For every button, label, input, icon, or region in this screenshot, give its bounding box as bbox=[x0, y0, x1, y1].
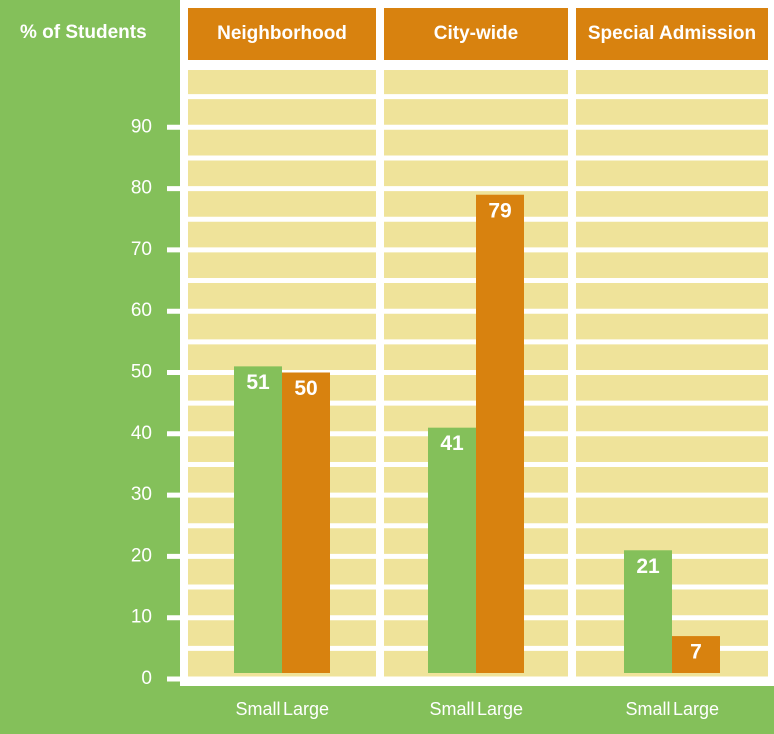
value-label: 21 bbox=[636, 555, 660, 578]
value-label: 7 bbox=[690, 641, 702, 664]
y-tick-label: 20 bbox=[131, 545, 152, 566]
value-label: 51 bbox=[246, 371, 270, 394]
y-axis-title: % of Students bbox=[20, 22, 147, 43]
y-tick-label: 70 bbox=[131, 239, 152, 260]
y-tick-label: 80 bbox=[131, 178, 152, 199]
bar bbox=[476, 194, 524, 674]
column-header: Neighborhood bbox=[217, 23, 347, 44]
legend-label: Large bbox=[673, 699, 719, 719]
bar bbox=[282, 372, 330, 673]
legend-label: Small bbox=[235, 699, 280, 719]
y-tick-label: 40 bbox=[131, 423, 152, 444]
bar bbox=[624, 550, 672, 673]
y-tick-label: 50 bbox=[131, 362, 152, 383]
y-tick-label: 30 bbox=[131, 484, 152, 505]
value-label: 41 bbox=[440, 432, 464, 455]
y-tick-label: 10 bbox=[131, 607, 152, 628]
column-header: Special Admission bbox=[588, 23, 756, 44]
header-box bbox=[576, 8, 768, 60]
y-tick-label: 60 bbox=[131, 300, 152, 321]
legend-label: Small bbox=[625, 699, 670, 719]
value-label: 79 bbox=[488, 199, 511, 222]
legend-label: Small bbox=[429, 699, 474, 719]
y-tick-label: 0 bbox=[141, 668, 152, 689]
bar bbox=[428, 427, 476, 673]
legend-label: Large bbox=[283, 699, 329, 719]
y-tick-label: 90 bbox=[131, 116, 152, 137]
header-box bbox=[384, 8, 568, 60]
value-label: 50 bbox=[294, 377, 317, 400]
column-header: City-wide bbox=[434, 23, 518, 44]
bar bbox=[234, 366, 282, 673]
legend-label: Large bbox=[477, 699, 523, 719]
header-box bbox=[188, 8, 376, 60]
bar bbox=[672, 636, 720, 673]
